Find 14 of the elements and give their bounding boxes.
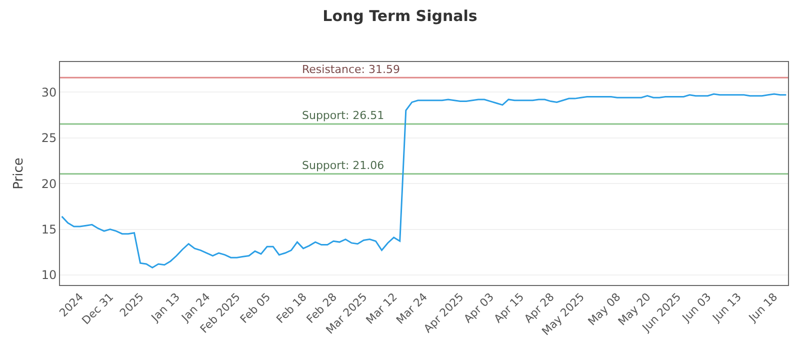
- line-series: [61, 93, 787, 268]
- ref-line-label: Support: 26.51: [302, 109, 384, 122]
- y-tick-label: 20: [41, 176, 57, 191]
- x-tick-label: Feb 05: [238, 290, 274, 326]
- y-tick-label: 30: [41, 85, 57, 100]
- chart-title: Long Term Signals: [322, 7, 478, 25]
- y-tick-label: 10: [41, 268, 57, 282]
- x-tick-label: Jun 18: [746, 290, 780, 325]
- x-tick-label: Jan 13: [148, 290, 183, 325]
- y-tick-label: 25: [41, 131, 57, 146]
- y-axis-title: Price: [11, 158, 26, 190]
- ref-line-label: Resistance: 31.59: [302, 63, 400, 76]
- y-tick-label: 15: [41, 222, 57, 236]
- ref-line-label: Support: 21.06: [302, 159, 384, 172]
